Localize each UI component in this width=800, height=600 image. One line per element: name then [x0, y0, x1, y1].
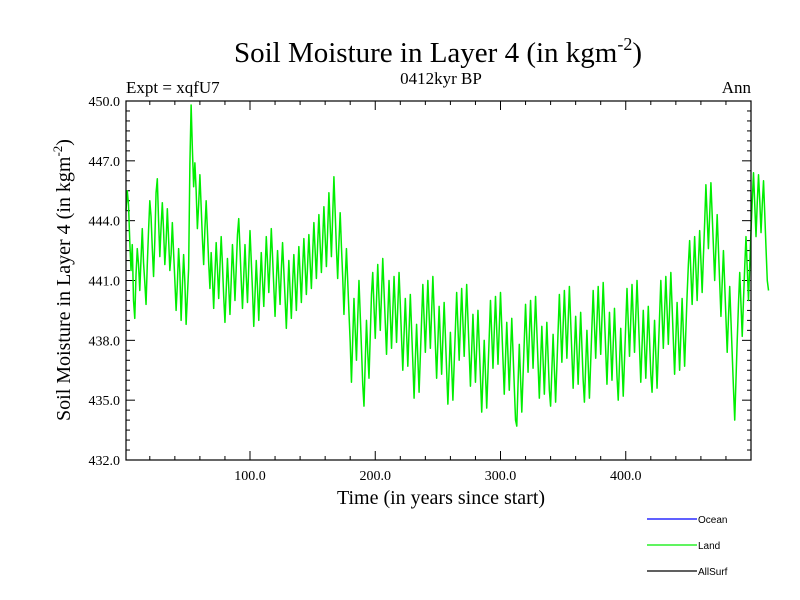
y-tick-label: 447.0 — [89, 155, 121, 170]
plot-frame — [125, 100, 752, 461]
chart-title: Soil Moisture in Layer 4 (in kgm-2) — [234, 34, 642, 69]
y-axis-label: Soil Moisture in Layer 4 (in kgm-2) — [50, 139, 75, 421]
y-axis-label-superscript: -2 — [50, 146, 65, 157]
series-line-land — [125, 104, 770, 427]
x-axis-label: Time (in years since start) — [337, 487, 545, 509]
x-tick-label: 300.0 — [485, 469, 517, 484]
legend: Ocean Land AllSurf — [647, 515, 728, 578]
legend-label-ocean: Ocean — [698, 515, 727, 526]
legend-label-allsurf: AllSurf — [698, 567, 728, 578]
x-tick-label: 200.0 — [359, 469, 391, 484]
x-tick-label: 400.0 — [610, 469, 642, 484]
y-tick-label: 438.0 — [89, 334, 121, 349]
y-tick-label: 432.0 — [89, 454, 121, 469]
y-axis-label-main: Soil Moisture in Layer 4 (in kgm — [53, 156, 75, 421]
y-tick-label: 450.0 — [89, 95, 121, 110]
legend-label-land: Land — [698, 541, 720, 552]
chart-title-superscript: -2 — [617, 34, 632, 54]
y-axis-label-close: ) — [53, 139, 75, 146]
season-label: Ann — [722, 78, 752, 97]
axis-ticks — [126, 100, 751, 461]
chart-title-main: Soil Moisture in Layer 4 (in kgm — [234, 37, 618, 69]
x-tick-label: 100.0 — [234, 469, 266, 484]
chart-title-close: ) — [632, 37, 642, 69]
experiment-label: Expt = xqfU7 — [126, 78, 220, 97]
y-tick-label: 435.0 — [89, 394, 121, 409]
y-tick-label: 441.0 — [89, 275, 121, 290]
chart-subtitle: 0412kyr BP — [400, 69, 482, 88]
axis-tick-labels: 432.0 435.0 438.0 441.0 444.0 447.0 450.0 100.0… — [89, 95, 642, 484]
y-tick-label: 444.0 — [89, 215, 121, 230]
